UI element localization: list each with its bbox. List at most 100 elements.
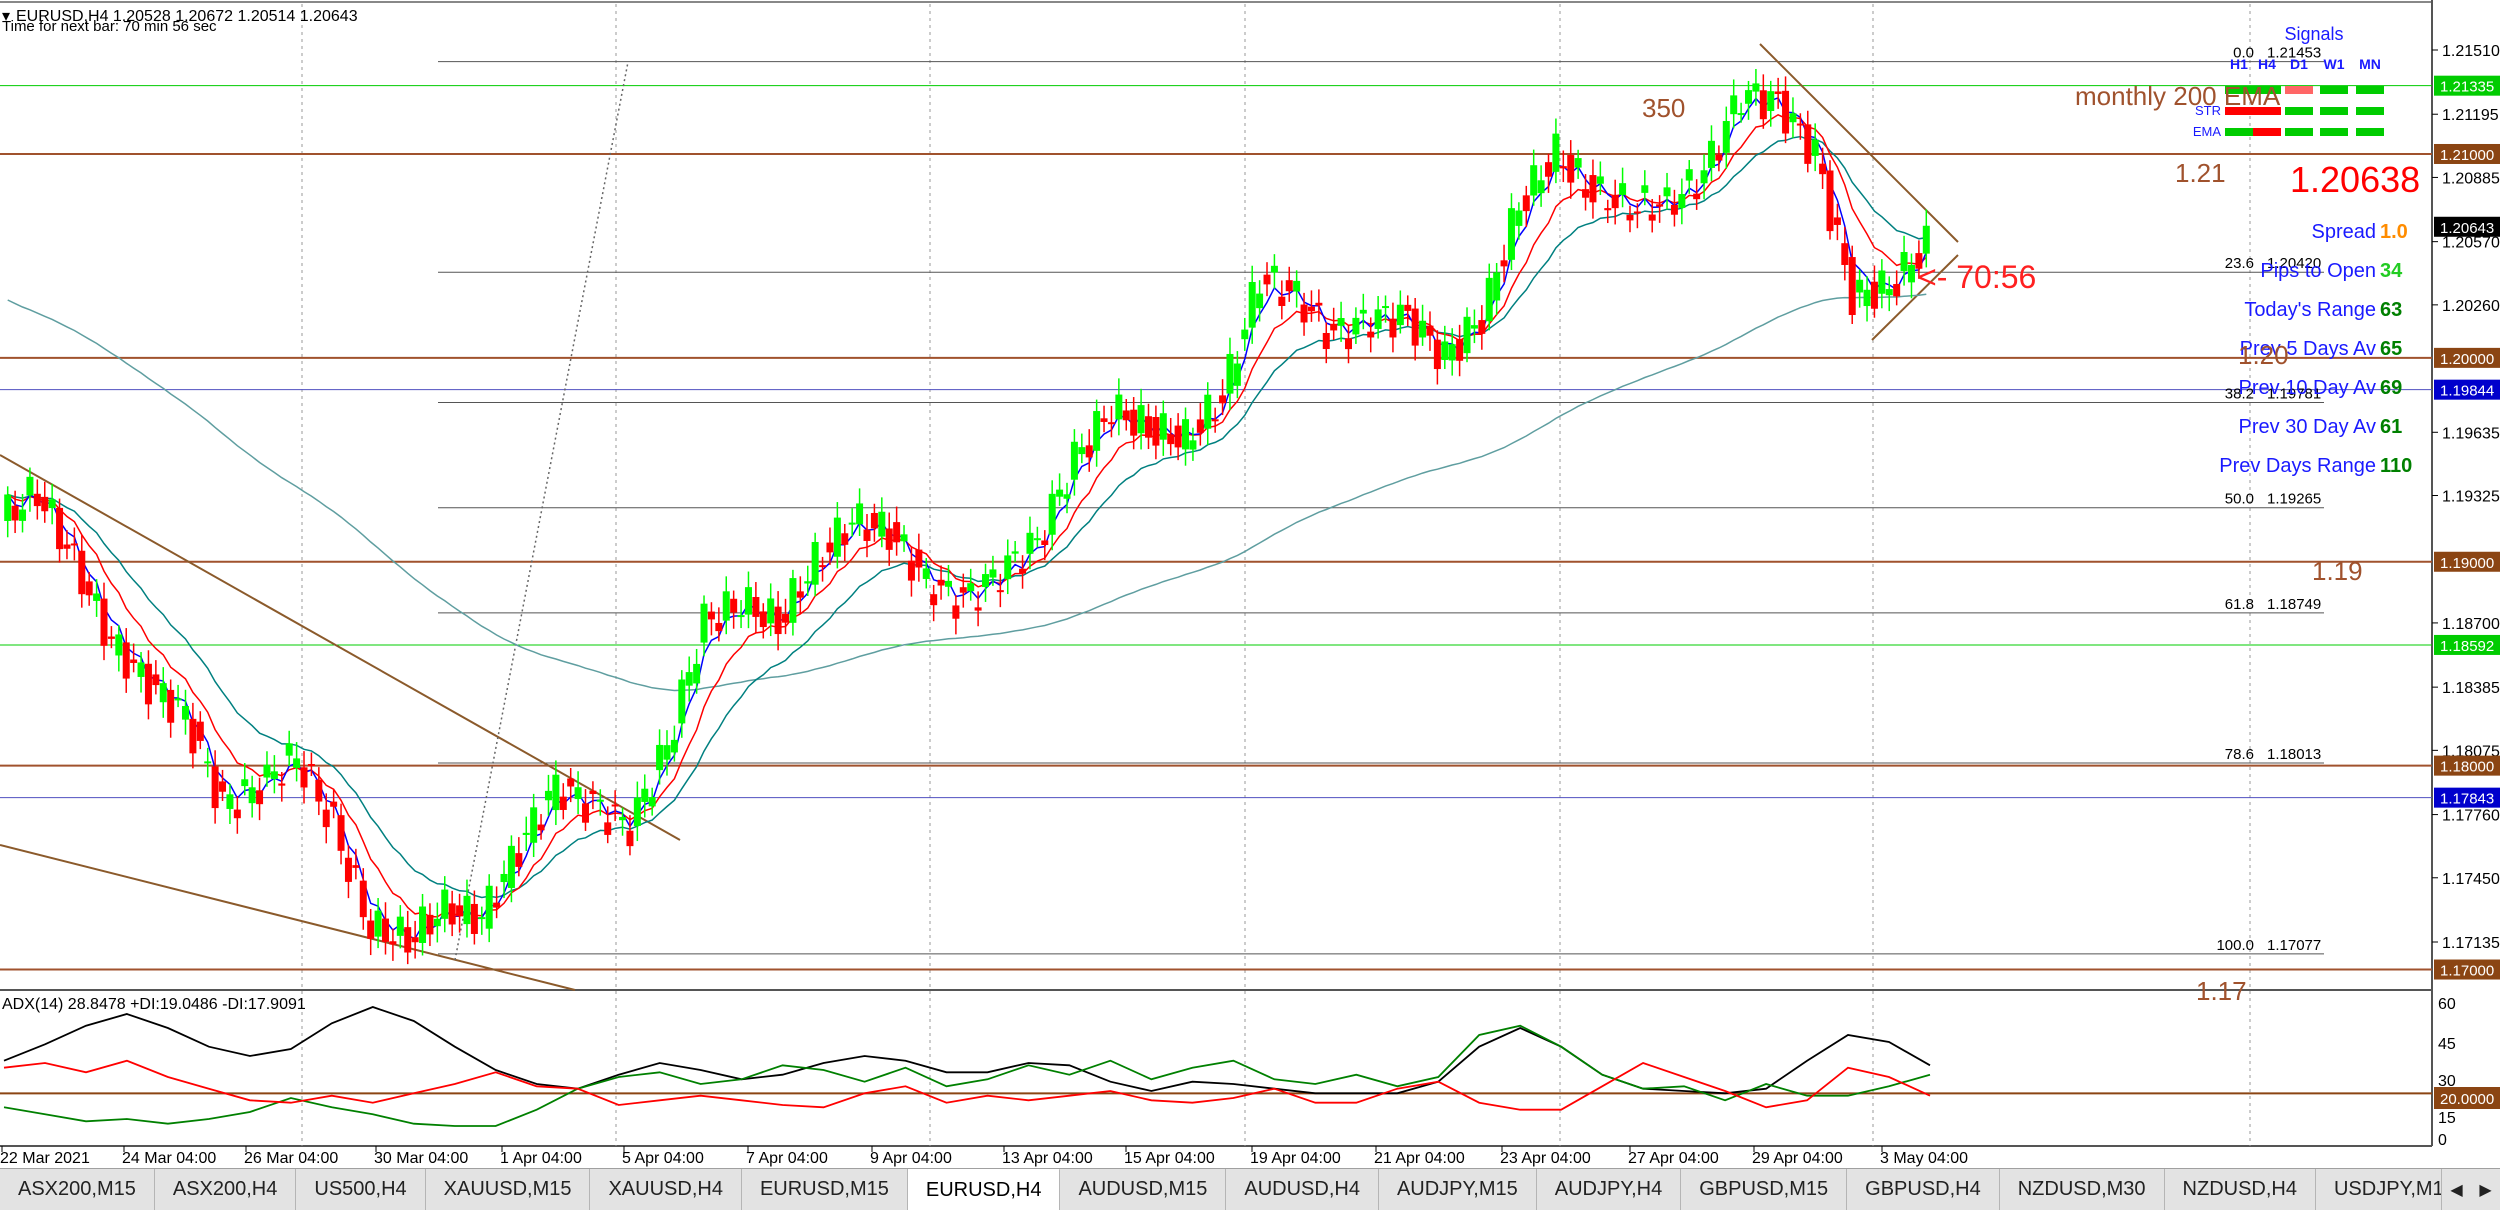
signal-cell xyxy=(2285,86,2313,94)
tab-scroll-left-icon[interactable]: ◀ xyxy=(2450,1181,2463,1199)
candle-body xyxy=(1493,272,1501,301)
tab-audusd-h4[interactable]: AUDUSD,H4 xyxy=(1226,1169,1379,1210)
price-tick-label: 1.19325 xyxy=(2442,488,2500,505)
signal-cell xyxy=(2285,128,2313,136)
candle-body xyxy=(70,543,78,546)
candle-body xyxy=(1819,163,1827,175)
annotation-monthly-ema[interactable]: monthly 200 EMA xyxy=(2075,81,2281,111)
time-tick-label: 7 Apr 04:00 xyxy=(746,1150,828,1167)
candle-body xyxy=(1811,139,1819,156)
candle-body xyxy=(900,534,908,542)
tab-gbpusd-m15[interactable]: GBPUSD,M15 xyxy=(1681,1169,1848,1210)
tab-asx200-h4[interactable]: ASX200,H4 xyxy=(155,1169,297,1210)
price-badge xyxy=(2434,634,2500,655)
price-badge xyxy=(2434,75,2500,96)
candle-body xyxy=(774,606,782,635)
tab-audjpy-m15[interactable]: AUDJPY,M15 xyxy=(1379,1169,1537,1210)
time-tick-label: 15 Apr 04:00 xyxy=(1124,1150,1215,1167)
tab-xauusd-h4[interactable]: XAUUSD,H4 xyxy=(590,1169,742,1210)
vertical-gridlines xyxy=(301,4,2251,1146)
tab-xauusd-m15[interactable]: XAUUSD,M15 xyxy=(426,1169,591,1210)
candle-body xyxy=(1833,217,1841,225)
stat-label: Pips to Open xyxy=(2260,260,2376,282)
annotation-1-21[interactable]: 1.21 xyxy=(2175,158,2226,188)
candle-body xyxy=(404,927,412,953)
bar-timer: Time for next bar: 70 min 56 sec xyxy=(2,18,217,35)
candle-body xyxy=(1545,162,1553,177)
annotation-1-19[interactable]: 1.19 xyxy=(2312,556,2363,586)
candle-body xyxy=(107,636,115,639)
time-tick-label: 24 Mar 04:00 xyxy=(122,1150,216,1167)
candle-body xyxy=(270,771,278,780)
fib-level-percent: 23.6 xyxy=(2225,255,2254,272)
price-badge xyxy=(2434,216,2500,237)
price-badge xyxy=(2434,959,2500,980)
time-tick-label: 9 Apr 04:00 xyxy=(870,1150,952,1167)
candle-body xyxy=(1826,170,1834,232)
signals-row-label: STR xyxy=(2195,103,2221,118)
tab-us500-h4[interactable]: US500,H4 xyxy=(296,1169,426,1210)
candle-body xyxy=(1848,257,1856,316)
tab-nzdusd-m30[interactable]: NZDUSD,M30 xyxy=(2000,1169,2165,1210)
trendlines[interactable] xyxy=(0,43,1959,991)
candle-body xyxy=(1196,419,1204,433)
tab-eurusd-h4[interactable]: EURUSD,H4 xyxy=(907,1169,1061,1210)
tab-scroll-right-icon[interactable]: ▶ xyxy=(2479,1181,2492,1199)
candle-body xyxy=(1056,489,1064,497)
adx-tick-label: 60 xyxy=(2438,996,2456,1013)
candle-body xyxy=(137,662,145,677)
annotation-1-17[interactable]: 1.17 xyxy=(2196,976,2247,1006)
signal-cell xyxy=(2320,86,2348,94)
tab-eurusd-m15[interactable]: EURUSD,M15 xyxy=(742,1169,908,1210)
candle-body xyxy=(456,905,464,917)
candle-body xyxy=(1589,175,1597,203)
candle-body xyxy=(1700,170,1708,184)
chart-canvas[interactable]: 0.0 1.21453 23.6 1.20420 38.2 1.19781 50.0 1.19… xyxy=(0,0,2500,1168)
candle-body xyxy=(767,598,775,624)
fib-level-price: 1.18749 xyxy=(2267,596,2321,613)
candle-body xyxy=(730,598,738,613)
candle-body xyxy=(19,509,27,521)
candle-body xyxy=(1470,325,1478,329)
stat-value: 110 xyxy=(2380,455,2412,477)
adx-tick-label: 45 xyxy=(2438,1036,2456,1053)
candle-body xyxy=(1737,113,1745,116)
candle-body xyxy=(1070,441,1078,480)
candle-body xyxy=(722,591,730,621)
tab-gbpusd-h4[interactable]: GBPUSD,H4 xyxy=(1847,1169,2000,1210)
candle-body xyxy=(819,565,827,568)
candle-body xyxy=(441,889,449,919)
annotation-350[interactable]: 350 xyxy=(1642,93,1685,123)
fibonacci-retracement[interactable]: 0.0 1.21453 23.6 1.20420 38.2 1.19781 50.0 1.19… xyxy=(438,45,2324,955)
candle-body xyxy=(537,824,545,831)
stat-value: 61 xyxy=(2380,416,2402,438)
adx-tick-label: 15 xyxy=(2438,1110,2456,1127)
candle-body xyxy=(41,496,49,512)
candle-body xyxy=(100,598,108,646)
candle-body xyxy=(1730,95,1738,115)
tab-audusd-m15[interactable]: AUDUSD,M15 xyxy=(1060,1169,1227,1210)
candle-body xyxy=(300,767,308,788)
adx-label: ADX(14) 28.8478 +DI:19.0486 -DI:17.9091 xyxy=(2,996,306,1013)
candle-body xyxy=(1648,214,1656,221)
price-badge-label: 1.21335 xyxy=(2440,79,2494,96)
candle-body xyxy=(396,916,404,936)
candle-body xyxy=(530,807,538,843)
candle-body xyxy=(670,739,678,753)
stat-value: 63 xyxy=(2380,299,2402,321)
candle-body xyxy=(56,507,64,550)
tab-audjpy-h4[interactable]: AUDJPY,H4 xyxy=(1537,1169,1682,1210)
current-price-large: 1.20638 xyxy=(2290,159,2420,200)
annotation-1-20[interactable]: 1.20 xyxy=(2238,340,2289,370)
adx-series-ADX xyxy=(3,1006,1931,1095)
tab-asx200-m15[interactable]: ASX200,M15 xyxy=(0,1169,155,1210)
candle-body xyxy=(959,587,967,593)
candle-body xyxy=(1159,413,1167,440)
candle-body xyxy=(1782,90,1790,134)
candle-body xyxy=(1441,341,1449,360)
candle-body xyxy=(1456,339,1464,361)
candle-body xyxy=(1389,318,1397,338)
price-badge xyxy=(2434,787,2500,808)
tab-nzdusd-h4[interactable]: NZDUSD,H4 xyxy=(2165,1169,2316,1210)
signal-cell xyxy=(2253,128,2281,136)
